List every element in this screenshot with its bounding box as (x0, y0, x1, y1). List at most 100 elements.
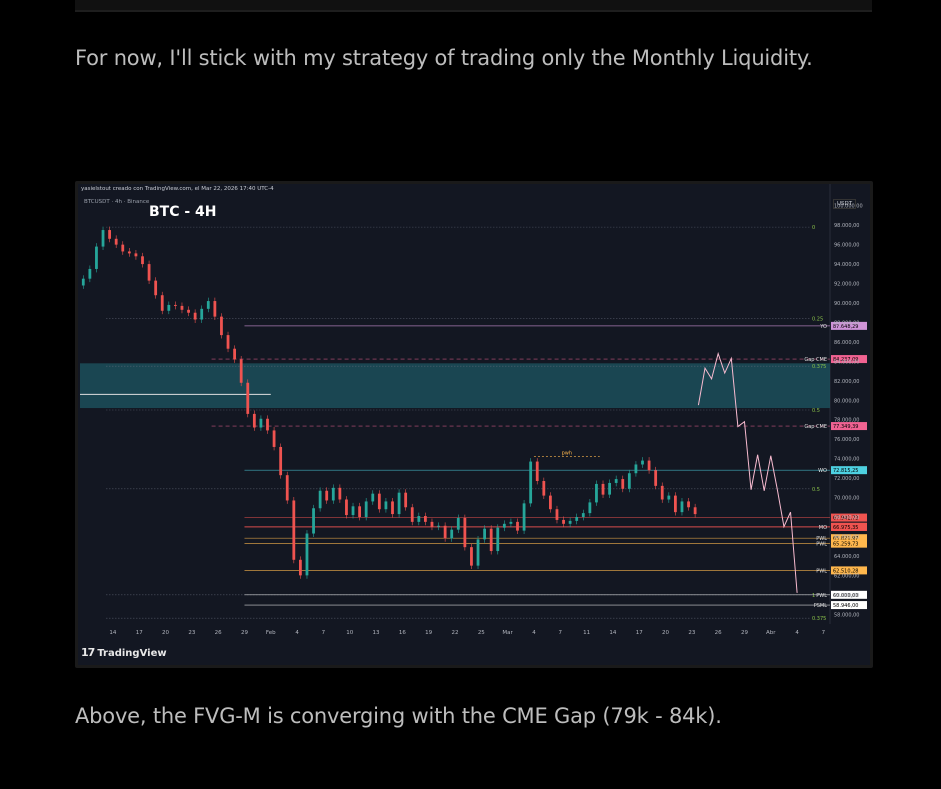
price-tag-text: 84.237,09 (833, 357, 858, 363)
price-tag-text: 65.821,97 (833, 536, 858, 542)
candle-body (101, 230, 105, 247)
price-tag (831, 355, 867, 364)
candle-body (180, 305, 184, 310)
chart-credit: yasielstout creado con TradingView.com, … (81, 186, 274, 192)
chart-image-frame: 0 0.25 0.375 0.5 0.5 1 0.375 YO 87.648,29 Gap CME… (75, 181, 873, 668)
candle-body (581, 513, 585, 517)
price-axis-label: 82.000,00 (834, 379, 859, 385)
date-axis-label: 19 (425, 630, 432, 636)
candle-body (667, 495, 671, 500)
date-axis-label: 4 (295, 630, 299, 636)
candle-body (121, 244, 125, 252)
price-axis-label: 60.000,00 (834, 593, 859, 599)
fib-label: 0.5 (812, 487, 820, 493)
price-axis-label: 84.000,00 (834, 359, 859, 365)
price-axis-label: 100.000,00 (834, 204, 863, 210)
chart-title: BTC - 4H (149, 204, 217, 220)
price-tag (831, 522, 867, 531)
level-label: YO (819, 324, 827, 330)
candle-body (298, 559, 302, 576)
price-axis-label: 94.000,00 (834, 262, 859, 268)
candle-body (397, 492, 401, 515)
tradingview-logo: 𝟭𝟳 TradingView (81, 646, 167, 659)
candle-body (305, 533, 309, 576)
price-tag (831, 321, 867, 330)
candle-body (588, 502, 592, 514)
price-axis-label: 92.000,00 (834, 282, 859, 288)
date-axis-label: 20 (662, 630, 669, 636)
candle-body (410, 507, 414, 522)
price-axis-label: 66.000,00 (834, 534, 859, 540)
fib-label: 0.5 (812, 408, 820, 414)
price-tag (831, 534, 867, 543)
candle-body (167, 304, 171, 311)
date-axis-label: 4 (532, 630, 536, 636)
candle-body (634, 464, 638, 474)
projection-path (697, 351, 798, 593)
price-tag-text: 66.975,35 (833, 525, 858, 531)
price-tag-text: 62.510,28 (833, 568, 858, 574)
candle-body (456, 517, 460, 530)
price-tag (831, 539, 867, 548)
price-axis-label: 68.000,00 (834, 515, 859, 521)
price-axis-label: 98.000,00 (834, 223, 859, 229)
candle-body (377, 493, 381, 510)
price-tag-text: 67.941,73 (833, 516, 858, 522)
price-axis-label: 78.000,00 (834, 418, 859, 424)
level-label: MO (819, 525, 827, 531)
candle-body (450, 529, 454, 539)
tradingview-logo-text: TradingView (97, 648, 167, 659)
candle-body (206, 301, 210, 309)
date-axis-label: Feb (266, 630, 276, 636)
level-label: PWL (816, 568, 827, 574)
currency-label: USDT (833, 199, 857, 209)
candle-body (266, 418, 269, 431)
candle-body (233, 348, 237, 360)
date-axis-label: 22 (452, 630, 459, 636)
price-axis-label: 76.000,00 (834, 437, 859, 443)
price-tag (831, 422, 867, 431)
candle-body (312, 508, 315, 534)
candle-body (627, 473, 631, 489)
price-tag-text: 65.259,73 (833, 542, 858, 548)
tradingview-logo-icon: 𝟭𝟳 (81, 646, 95, 659)
price-axis-label: 74.000,00 (834, 457, 859, 463)
candle-body (647, 460, 651, 471)
candle-body (680, 501, 684, 513)
date-axis-label: 20 (162, 630, 169, 636)
date-axis-label: 7 (322, 630, 326, 636)
fvg-zone (80, 363, 830, 409)
candle-body (496, 527, 500, 552)
candle-body (134, 253, 138, 257)
candle-body (509, 521, 513, 524)
candle-body (575, 517, 579, 521)
candle-body (239, 359, 243, 383)
candle-body (345, 499, 348, 516)
candle-body (331, 487, 335, 501)
candle-body (95, 246, 98, 269)
candle-body (127, 251, 131, 254)
date-axis-label: 7 (559, 630, 563, 636)
price-axis-label: 96.000,00 (834, 243, 859, 249)
date-axis-label: 14 (109, 630, 116, 636)
candle-body (259, 418, 263, 428)
date-axis-label: 29 (241, 630, 248, 636)
candle-body (220, 316, 223, 336)
price-axis-label: 70.000,00 (834, 496, 859, 502)
candle-body (213, 301, 217, 317)
date-axis-label: 23 (188, 630, 195, 636)
date-axis-label: Abr (766, 630, 776, 636)
price-axis-label: 58.000,00 (834, 612, 859, 618)
chart-symbol: BTCUSDT · 4h · Binance (84, 199, 150, 205)
candle-body (535, 461, 539, 482)
top-divider (75, 0, 872, 12)
price-tag (831, 601, 867, 610)
chart-svg: 0 0.25 0.375 0.5 0.5 1 0.375 YO 87.648,29 Gap CME… (80, 184, 870, 665)
date-axis-label: 16 (399, 630, 406, 636)
date-axis-label: 23 (688, 630, 695, 636)
candle-body (384, 501, 388, 510)
candle-body (358, 506, 362, 517)
date-axis-label: 14 (609, 630, 616, 636)
date-axis-label: 13 (373, 630, 380, 636)
candle-body (226, 335, 230, 349)
